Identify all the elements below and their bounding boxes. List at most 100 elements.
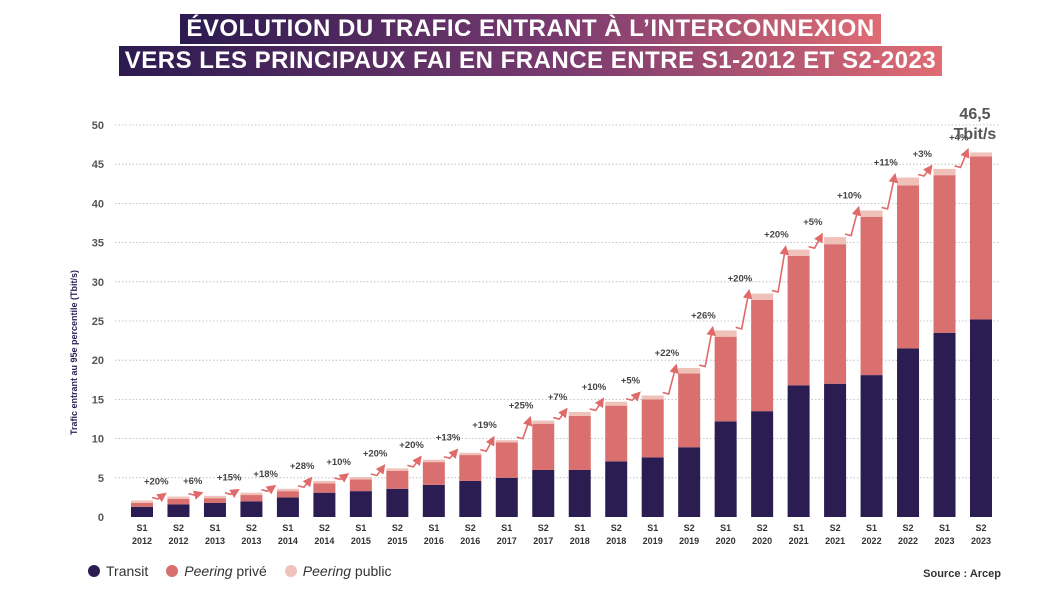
x-tick-label-period: S1 [866,523,877,533]
x-tick-label-period: S1 [939,523,950,533]
growth-label: +26% [691,310,716,321]
growth-label: +10% [837,190,862,201]
growth-arrow [662,363,679,395]
growth-arrow [480,435,495,453]
x-tick-label-period: S2 [319,523,330,533]
x-tick-label-period: S1 [793,523,804,533]
y-tick-label: 15 [92,394,104,406]
legend-label-transit: Transit [106,563,149,579]
y-tick-label: 10 [92,434,104,446]
x-tick-label-year: 2022 [898,536,918,546]
x-tick-label-year: 2018 [606,536,626,546]
x-tick-label-period: S2 [903,523,914,533]
x-tick-label-year: 2012 [168,536,188,546]
x-tick-label-year: 2017 [533,536,553,546]
y-axis-label: Trafic entrant au 95e percentile (Tbit/s… [69,270,79,435]
x-tick-label-year: 2015 [387,536,407,546]
bar-transit [787,385,810,517]
bar-transit [459,480,482,517]
x-tick-label-period: S1 [355,523,366,533]
bar-peering-public [824,237,847,245]
bar-peering-prive [422,462,445,485]
bar-peering-public [897,177,920,186]
bar-peering-public [276,488,299,492]
bar-peering-public [532,420,555,424]
bar-transit [714,421,737,517]
bar-peering-prive [678,373,701,448]
x-tick-label-year: 2023 [935,536,955,546]
bar-transit [897,348,920,517]
x-tick-label-period: S1 [501,523,512,533]
x-tick-label-year: 2016 [424,536,444,546]
bar-transit [240,501,263,517]
bar-peering-prive [313,483,336,493]
growth-arrow [334,473,350,483]
y-tick-label: 50 [92,120,104,132]
x-tick-label-period: S2 [611,523,622,533]
legend-item-transit: Transit [88,563,148,579]
y-tick-label: 20 [92,355,104,367]
growth-label: +15% [217,473,242,484]
final-unit-label: Tbit/s [954,126,997,143]
bar-peering-prive [568,415,591,470]
x-tick-label-year: 2013 [205,536,225,546]
x-tick-label-period: S2 [830,523,841,533]
bar-transit [568,469,591,517]
growth-label: +22% [655,348,680,359]
growth-label: +3% [913,149,933,160]
bar-peering-prive [714,336,737,422]
x-tick-label-year: 2021 [825,536,845,546]
bar-peering-public [714,330,737,337]
bar-transit [641,457,664,517]
peering-prive-swatch-icon [166,565,179,577]
growth-label: +4% [949,132,969,143]
bar-peering-public [386,468,409,471]
bar-peering-public [203,495,226,499]
bar-peering-public [495,440,518,443]
bar-transit [131,506,153,517]
bar-peering-prive [787,255,810,386]
bar-peering-prive [203,498,226,503]
x-tick-label-period: S1 [574,523,585,533]
growth-arrow [297,476,313,489]
x-tick-label-period: S2 [465,523,476,533]
bar-peering-prive [824,244,847,384]
growth-arrow [407,455,422,468]
legend-item-peering-public: Peering public [284,563,392,579]
y-tick-label: 30 [92,277,104,289]
bar-transit [824,383,847,517]
growth-arrow [443,448,459,460]
x-tick-label-year: 2022 [862,536,882,546]
peering-public-swatch-icon [284,565,297,577]
growth-label: +10% [582,382,607,393]
x-tick-label-year: 2016 [460,536,480,546]
growth-arrow [917,164,933,177]
bar-peering-public [787,249,810,256]
bar-peering-public [313,480,336,484]
growth-label: +11% [874,158,899,169]
bar-peering-public [131,500,153,503]
bar-peering-prive [860,216,883,376]
growth-label: +5% [621,375,641,386]
stacked-bar-chart: 0 5 10 15 20 25 30 35 40 45 50 S1 2012 S2 2012 S1 2013 S… [69,106,1000,546]
x-tick-label-period: S2 [538,523,549,533]
bar-peering-prive [167,498,190,505]
x-tick-label-period: S1 [209,523,220,533]
chart-title: ÉVOLUTION DU TRAFIC ENTRANT À L’INTERCON… [0,14,1061,76]
x-tick-label-year: 2020 [752,536,772,546]
bar-peering-public [751,293,774,300]
legend-label-peering-public-suffix: public [351,563,392,579]
bar-peering-public [422,459,445,463]
bar-peering-public [568,411,591,416]
bar-transit [276,497,299,517]
x-tick-label-year: 2021 [789,536,809,546]
growth-label: +13% [436,433,461,444]
bar-transit [349,491,372,517]
growth-arrow [188,490,204,500]
bar-transit [495,477,518,517]
growth-arrow [808,232,823,250]
bar-peering-public [860,210,883,217]
growth-arrow [735,288,753,330]
bar-peering-prive [495,442,518,478]
title-line-1: ÉVOLUTION DU TRAFIC ENTRANT À L’INTERCON… [180,14,881,44]
